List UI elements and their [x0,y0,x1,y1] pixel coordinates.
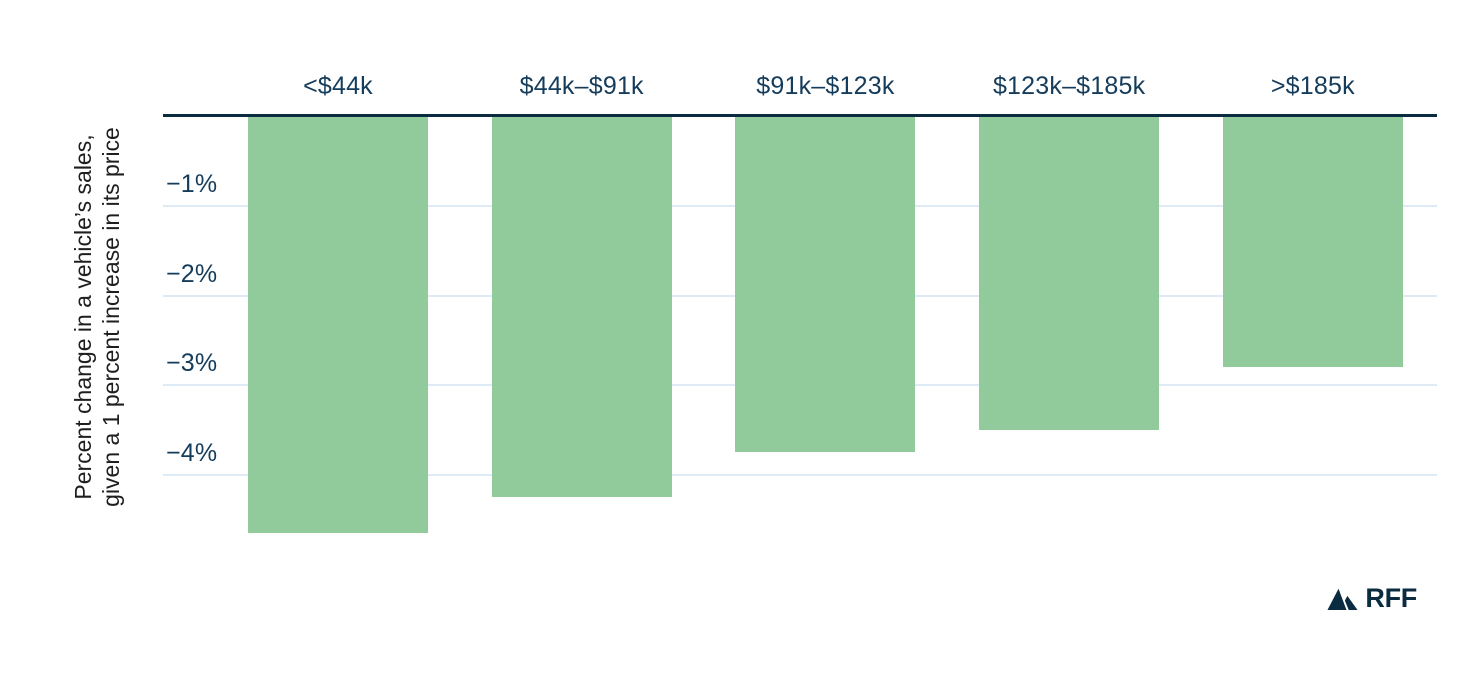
rff-logo: RFF [1327,585,1417,612]
y-axis-title-line1: Percent change in a vehicle’s sales, [70,134,96,500]
x-axis-line [163,114,1437,117]
x-category-label: $123k–$185k [992,72,1146,100]
y-tick-label: −4% [166,438,218,467]
y-axis-title: Percent change in a vehicle’s sales, giv… [69,127,125,507]
bar [491,117,672,497]
x-category-label: $44k–$91k [519,72,644,100]
gridline [163,473,1437,476]
mountain-peaks-icon [1327,587,1358,610]
bar [247,117,428,533]
y-tick-label: −3% [166,349,218,378]
bar [735,117,916,453]
x-category-label: $91k–$123k [756,72,895,100]
bar [979,117,1160,430]
logo-text: RFF [1365,583,1417,613]
y-tick-label: −2% [166,259,218,288]
x-category-label: <$44k [303,72,373,100]
y-axis-title-line2: given a 1 percent increase in its price [98,127,124,507]
y-tick-label: −1% [166,170,218,199]
x-category-label: >$185k [1270,72,1355,100]
bar [1222,117,1403,368]
plot-area: −1% −2% −3% −4% <$44k $44k–$91k $91k–$123k $123… [163,72,1437,564]
